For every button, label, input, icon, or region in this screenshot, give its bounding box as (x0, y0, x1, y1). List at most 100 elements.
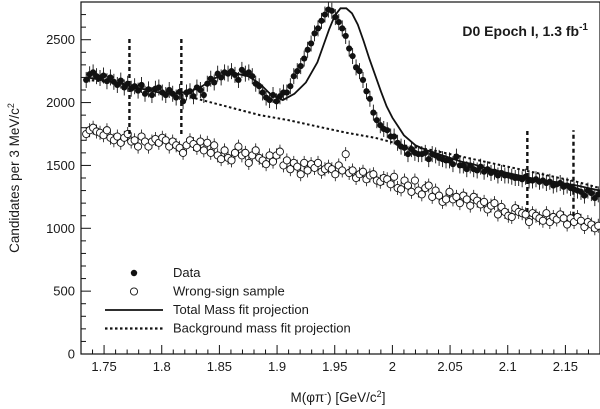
wrong-sign-point (220, 146, 229, 155)
wrong-sign-point (338, 166, 347, 175)
x-tick-label: 1.95 (322, 359, 347, 374)
wrong-sign-point (313, 158, 323, 167)
wrong-sign-point (594, 221, 600, 230)
data-point (359, 76, 367, 84)
wrong-sign-point (293, 162, 302, 171)
wrong-sign-point (134, 142, 143, 151)
wrong-sign-point (507, 212, 516, 222)
x-tick-label: 2.05 (437, 359, 462, 374)
data-point (373, 117, 380, 124)
data-point (339, 25, 346, 32)
wrong-sign-point (102, 126, 111, 135)
wrong-sign-point (455, 199, 464, 208)
x-tick-label: 1.85 (207, 359, 232, 374)
legend-label: Wrong-sign sample (173, 284, 285, 299)
wrong-sign-point (227, 156, 236, 165)
wrong-sign-point (407, 187, 416, 196)
data-point (231, 71, 239, 79)
wrong-sign-point (203, 138, 212, 147)
wrong-sign-point (234, 142, 243, 151)
wrong-sign-point (206, 148, 215, 157)
legend-symbol-filled-circle (130, 269, 138, 277)
data-point (328, 7, 335, 14)
x-axis-label-sup-charge: - (324, 389, 327, 399)
annotation-superscript: -1 (579, 22, 588, 33)
total-fit-series (86, 7, 600, 192)
wrong-sign-point (275, 147, 285, 156)
wrong-sign-point (493, 210, 502, 219)
wrong-sign-point (300, 158, 309, 167)
data-point (294, 68, 301, 75)
data-point (307, 40, 315, 47)
data-point (581, 192, 588, 199)
data-point (301, 55, 308, 62)
wrong-sign-point (217, 155, 226, 164)
data-point (138, 81, 145, 89)
data-point (287, 83, 294, 90)
wrong-sign-point (424, 181, 433, 190)
data-point (100, 72, 107, 79)
data-point (449, 161, 457, 168)
wrong-sign-point (358, 167, 368, 176)
y-tick-label: 1500 (46, 158, 75, 173)
y-axis: 0 500 1000 1500 2000 2500 (46, 1, 91, 362)
data-point (190, 93, 197, 100)
data-point (311, 30, 318, 37)
legend-label: Total Mass fit projection (173, 302, 309, 317)
y-tick-label: 1000 (46, 221, 75, 236)
data-point (235, 76, 242, 84)
data-point (384, 127, 391, 134)
wrong-sign-point (396, 185, 406, 194)
data-point (148, 91, 156, 99)
experiment-annotation: D0 Epoch I, 1.3 fb-1 (462, 22, 588, 39)
y-axis-label-main: Candidates per 3 MeV/c (7, 108, 22, 253)
data-point (370, 109, 377, 116)
series-layer (82, 1, 600, 236)
x-tick-label: 1.8 (153, 359, 171, 374)
data-point (141, 90, 149, 97)
x-axis-label-sup-power: 2 (377, 389, 382, 399)
wrong-sign-point (331, 170, 340, 179)
wrong-sign-point (341, 150, 350, 159)
wrong-sign-point (490, 199, 499, 208)
data-point (349, 52, 356, 60)
data-point (321, 11, 329, 18)
data-point (304, 46, 311, 53)
data-point (173, 94, 180, 101)
data-point (273, 98, 280, 105)
data-point (595, 191, 600, 198)
wrong-sign-point (296, 170, 305, 179)
data-point (318, 17, 325, 24)
wrong-sign-point (480, 197, 489, 206)
wrong-sign-point (390, 172, 399, 181)
wrong-sign-point (445, 187, 454, 196)
data-point (401, 144, 408, 151)
data-point (342, 32, 349, 40)
wrong-sign-point (241, 148, 250, 157)
wrong-sign-point (525, 217, 534, 227)
data-point (290, 73, 297, 80)
data-point (366, 95, 374, 102)
wrong-sign-point (244, 158, 253, 167)
legend: Data Wrong-sign sample Total Mass fit proj… (105, 265, 351, 336)
data-point (346, 45, 353, 52)
wrong-sign-point (251, 146, 260, 155)
data-point (453, 153, 460, 160)
x-axis: 1.75 1.8 1.85 1.9 1.95 2 2.05 2.1 2.15 (80, 345, 600, 374)
x-tick-label: 1.75 (91, 359, 116, 374)
x-axis-label-unit: ) [GeV/c (327, 390, 377, 405)
y-tick-label: 2500 (46, 32, 75, 47)
y-axis-label: Candidates per 3 MeV/c2 (6, 103, 22, 253)
wrong-sign-point (538, 216, 547, 225)
data-point (200, 91, 207, 99)
data-point (283, 89, 290, 96)
x-tick-label: 1.9 (268, 359, 286, 374)
data-point (211, 79, 218, 86)
y-tick-label: 500 (53, 284, 75, 299)
wrong-sign-point (210, 141, 219, 150)
data-point (314, 25, 322, 32)
annotation-main-text: D0 Epoch I, 1.3 fb (462, 23, 579, 39)
wrong-sign-point (542, 209, 551, 218)
